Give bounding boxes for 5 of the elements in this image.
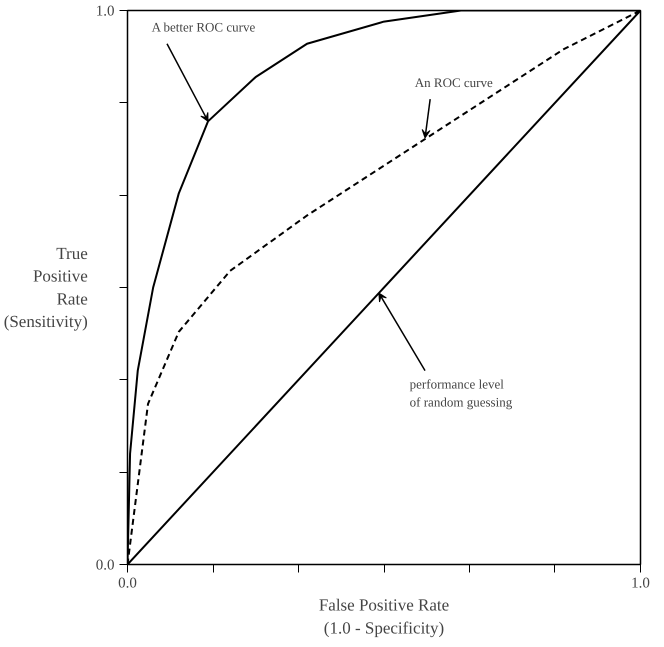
x-axis-title: False Positive Rate (1.0 - Specificity) [318,596,450,638]
annotation: performance level of random guessing [410,376,513,410]
annotation: An ROC curve [414,75,493,90]
y-axis-title: True Positive Rate (Sensitivity) [4,244,88,332]
annotation: A better ROC curve [152,20,256,35]
